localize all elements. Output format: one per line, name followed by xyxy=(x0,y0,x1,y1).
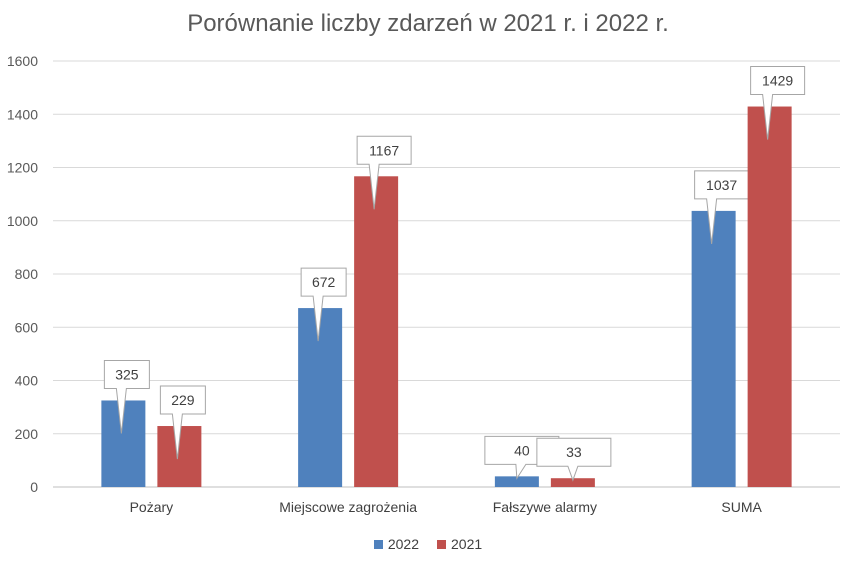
data-label-callout xyxy=(159,385,206,460)
x-tick-label: Fałszywe alarmy xyxy=(493,499,597,515)
x-tick-label: Pożary xyxy=(130,499,174,515)
y-tick-label: 600 xyxy=(15,319,39,335)
x-tick-label: Miejscowe zagrożenia xyxy=(279,499,417,515)
bar-2021 xyxy=(550,478,595,487)
legend-label-2021: 2021 xyxy=(451,536,483,552)
data-label: 229 xyxy=(171,392,195,408)
y-tick-label: 1600 xyxy=(7,53,38,69)
bar-2021 xyxy=(747,106,792,487)
bar-2022 xyxy=(298,308,343,487)
legend-entry-2022: 2022 xyxy=(373,536,419,552)
bar-2021 xyxy=(354,176,399,487)
bar-chart: 0 200 400 600 800 1000 1200 1400 1600 Pożary 325 22… xyxy=(7,53,840,515)
bar-2022 xyxy=(691,210,736,487)
bar-2022 xyxy=(494,476,539,487)
legend-swatch-2021 xyxy=(437,539,446,549)
data-label: 1167 xyxy=(369,142,399,158)
data-label: 1037 xyxy=(706,177,737,193)
legend-label-2022: 2022 xyxy=(387,536,419,552)
data-label: 33 xyxy=(566,444,582,460)
y-tick-label: 1200 xyxy=(7,160,38,176)
legend-swatch-2022 xyxy=(373,539,383,549)
data-label: 672 xyxy=(312,274,336,290)
data-label: 325 xyxy=(115,366,139,382)
y-tick-label: 800 xyxy=(15,266,39,282)
data-label: 40 xyxy=(514,442,530,458)
data-label: 1429 xyxy=(762,73,793,89)
y-tick-label: 200 xyxy=(15,426,39,442)
data-label-callout xyxy=(356,135,412,210)
y-tick-label: 0 xyxy=(30,479,38,495)
x-tick-label: SUMA xyxy=(721,499,762,515)
data-label-callout xyxy=(300,267,347,342)
legend: 2022 2021 xyxy=(0,536,856,552)
data-label-callout xyxy=(536,437,612,482)
data-label-callout xyxy=(103,359,150,434)
legend-entry-2021: 2021 xyxy=(437,536,482,552)
y-tick-label: 1000 xyxy=(7,213,38,229)
data-label-callout xyxy=(750,66,806,140)
y-tick-label: 400 xyxy=(15,373,39,389)
y-tick-label: 1400 xyxy=(7,106,38,122)
chart-title: Porównanie liczby zdarzeń w 2021 r. i 20… xyxy=(187,10,669,37)
